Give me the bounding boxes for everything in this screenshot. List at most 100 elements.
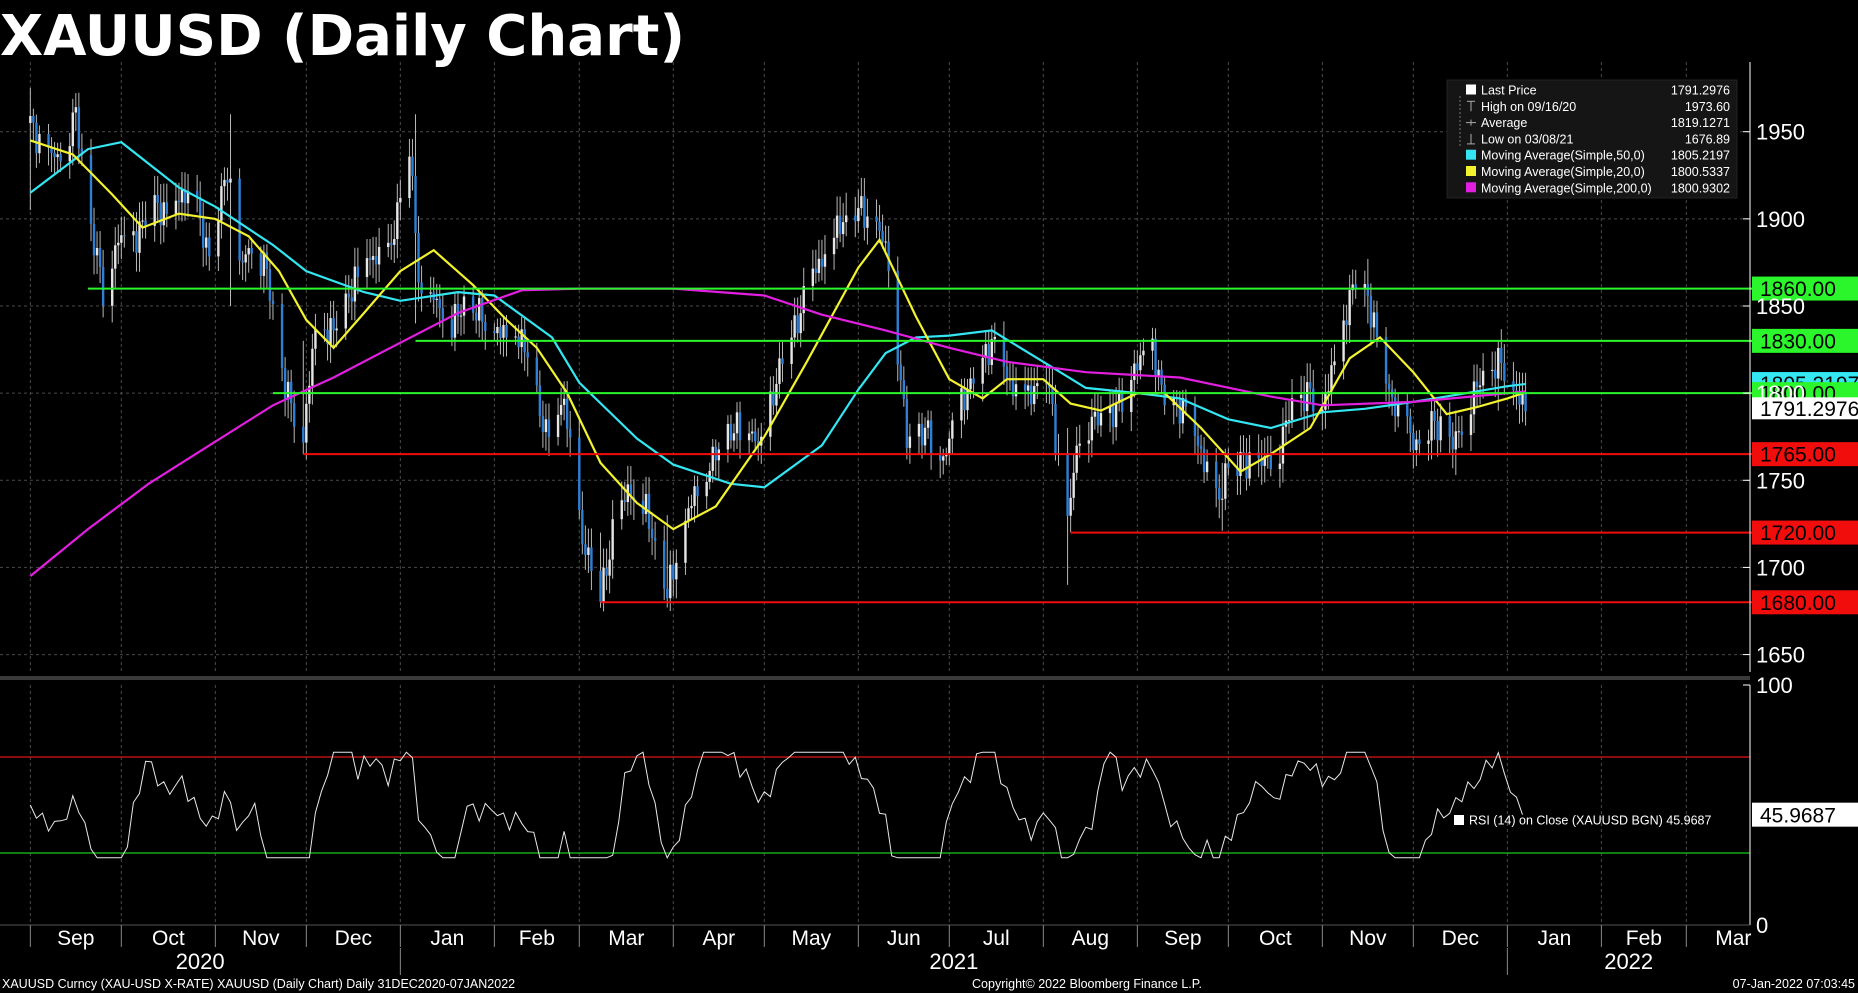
candle-body [675,562,678,580]
candle-body [584,544,587,555]
candle-body [1305,382,1309,412]
legend-item-label: High on 09/16/20 [1481,100,1576,114]
month-label: Oct [1259,927,1292,950]
candle-body [481,298,484,322]
candle-body [1387,383,1391,390]
candle-body [1005,366,1009,381]
price-tick-label: 1850 [1756,294,1805,319]
rsi-tick-label: 100 [1756,673,1793,698]
rsi-legend-swatch [1454,815,1464,825]
candle-body [1045,383,1048,385]
candle-body [186,191,190,204]
candle-body [144,220,147,226]
candle-body [684,520,687,563]
candle-body [1351,284,1354,291]
candle-body [350,297,354,302]
candle-body [520,329,523,348]
support-resistance-levels: 1860.001830.001800.001765.001720.001680.… [87,276,1858,615]
candle-body [471,296,475,313]
candle-body [687,508,690,521]
candle-body [456,304,460,317]
level-tag [1752,328,1858,353]
time-axis: Sep Oct Nov Dec Jan Feb Mar Apr May Jun Jul Aug Sep O… [0,924,1751,975]
candle-body [177,200,181,203]
candle-body [1227,463,1230,468]
candle-body [1029,385,1033,405]
candle-body [1245,455,1248,479]
candle-body [1369,295,1373,328]
candle-body [1469,414,1473,435]
candle-body [435,298,438,300]
candle-body [896,271,899,365]
candle-body [353,266,357,302]
rsi-tick-label: 0 [1756,913,1768,938]
legend-swatch [1466,84,1476,95]
candle-body [262,252,266,276]
candle-body [1048,384,1051,389]
candle-body [429,292,432,294]
candle-body [623,500,626,503]
legend-item-value: 1676.89 [1685,132,1730,146]
rsi-panel: 0 100 RSI (14) on Close (XAUUSD BGN) 45.96… [0,673,1858,938]
candle-body [705,481,708,497]
legend-item-label: Moving Average(Simple,200,0) [1481,181,1652,195]
candle-body [1263,456,1266,466]
candle-body [1384,337,1388,384]
legend-item-value: 1800.5337 [1671,165,1730,179]
candle-body [450,319,454,338]
month-label: Feb [519,927,555,950]
candle-body [669,564,672,599]
legend-swatch [1466,166,1476,176]
moving-average-line [29,287,1526,577]
candle-body [1002,336,1006,367]
candle-body [1236,467,1239,476]
candle-body [1330,365,1333,392]
candle-body [1439,416,1442,441]
legend-item-value: 1973.60 [1685,100,1730,114]
candle-body [556,414,560,437]
candle-body [1396,401,1400,417]
legend-item-label: Average [1481,116,1527,130]
legend-swatch [1466,149,1476,160]
candle-body [53,152,56,158]
candle-body [608,559,611,576]
candle-body [1096,411,1100,426]
candle-body [271,300,275,305]
candle-body [750,431,754,434]
candle-body [793,315,796,338]
candle-body [1412,433,1415,451]
candle-body [259,253,263,276]
candle-body [1099,413,1103,426]
candle-body [1515,390,1518,392]
candle-body [917,423,921,437]
level-tag-label: 1765.00 [1760,444,1836,467]
price-candles [29,88,1527,612]
candle-body [1066,453,1069,516]
candle-body [1436,420,1439,441]
legend-item-value: 1805.2197 [1671,149,1730,163]
legend-item-label: Low on 03/08/21 [1481,132,1573,146]
candle-body [1154,338,1157,377]
candle-body [781,358,784,364]
legend-box [1446,79,1738,199]
footer-timestamp: 07-Jan-2022 07:03:45 [1733,977,1855,991]
candle-body [1087,440,1091,444]
candle-body [135,231,138,253]
candle-body [1290,398,1294,421]
candle-body [280,304,284,369]
candle-body [926,420,930,428]
legend-item-value: 1800.9302 [1671,181,1730,195]
candle-body [1433,411,1436,421]
rsi-value-tag-label: 45.9687 [1760,805,1836,828]
candle-body [59,154,62,162]
candle-body [972,378,975,384]
candle-body [462,296,466,316]
legend-item-label: Moving Average(Simple,50,0) [1481,149,1645,163]
candle-body [969,378,972,390]
candle-body [1120,393,1124,413]
level-tag-label: 1680.00 [1760,592,1836,615]
candle-body [1409,416,1412,434]
candle-body [1393,397,1397,417]
candle-body [960,388,963,421]
candle-body [1503,363,1506,382]
